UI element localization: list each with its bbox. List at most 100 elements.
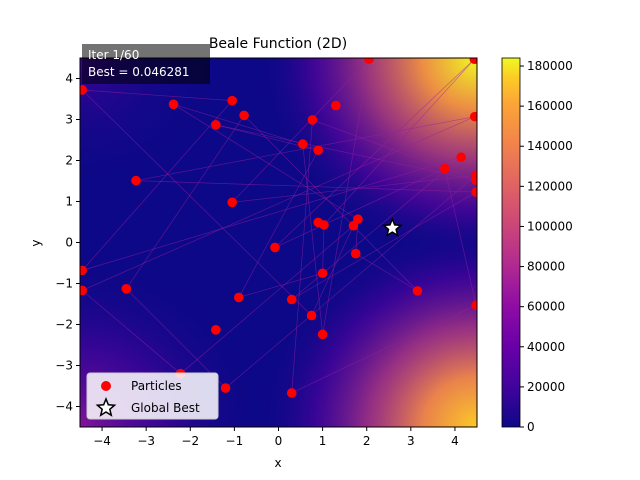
particle-point [313,145,324,156]
colorbar: 0 20000 40000 60000 80000 100000 120000 140000 1… [501,57,573,434]
colorbar-ticks: 0 20000 40000 60000 80000 100000 120000 140000 1… [520,59,573,434]
particle-trail-line [126,115,245,290]
particle-trail-line [225,174,477,389]
x-tick-label: 4 [451,434,459,448]
particle-trail-line [291,304,477,394]
particle-trail-line [274,168,445,248]
particle-point [297,139,308,149]
particle-trail-line [231,58,370,203]
particle-point [317,329,328,340]
legend-global-best-label: Global Best [131,401,200,415]
particle-point [227,95,237,106]
particle-point [131,175,141,186]
particle-trail-line [232,174,477,203]
particle-point [80,265,88,276]
particle-trail-line [81,290,181,374]
particle-point [211,325,221,335]
particle-point [227,197,237,208]
particle-point [471,175,477,185]
particle-trail-line [302,144,323,335]
colorbar-tick-label: 60000 [527,300,565,314]
particle-point [331,100,341,111]
particle-point [286,294,297,305]
particle-point [239,110,249,121]
iteration-text: Iter 1/60 [88,48,139,62]
y-tick-label: −2 [55,318,73,332]
y-tick-label: −4 [55,400,73,414]
y-tick-label: 0 [65,236,73,250]
y-tick-label: 4 [65,72,73,86]
particle-trail-line [82,89,233,101]
particle-point [350,248,361,259]
particle-point [121,284,132,294]
particle-point [317,268,328,279]
particle-point [471,300,477,311]
particle-point [471,187,477,197]
particle-point [307,115,318,125]
particle-trails [81,58,477,394]
particle-trail-line [243,115,418,292]
colorbar-tick-label: 180000 [527,59,573,73]
legend-particles-marker [101,381,111,391]
particle-point [211,120,221,130]
particle-trail-line [274,58,475,248]
colorbar-tick-label: 80000 [527,260,565,274]
particle-point [412,286,423,296]
particle-trail-line [311,225,354,316]
particle-trail-line [238,150,319,298]
particle-point [270,242,280,253]
particle-trail-line [82,116,475,291]
x-tick-label: 0 [275,434,283,448]
chart-title: Beale Function (2D) [209,36,347,52]
particle-point [469,111,477,122]
y-axis-label: y [29,239,43,246]
colorbar-tick-label: 120000 [527,179,573,193]
colorbar-tick-label: 40000 [527,340,565,354]
x-tick-label: 3 [407,434,415,448]
particle-trail-line [444,168,477,306]
legend-box [86,372,219,420]
particle-point [80,285,88,296]
info-box-background [82,44,210,84]
particle-point [220,383,231,393]
colorbar-tick-label: 140000 [527,139,573,153]
global-best-marker-group [381,217,403,238]
particle-trail-line [173,104,359,220]
y-axis-ticks: −4 −3 −2 −1 0 1 2 3 4 [55,72,80,414]
legend: Particles Global Best [86,372,219,420]
particle-point [168,99,179,110]
plot-area [80,58,477,427]
particle-trail-line [136,180,477,193]
x-tick-label: 2 [363,434,371,448]
colorbar-tick-label: 0 [527,420,535,434]
particle-point [306,310,317,321]
particle-point [80,85,88,95]
legend-global-best-star-icon [95,397,117,417]
particle-trail-line [322,224,325,274]
y-tick-label: 1 [65,195,73,209]
particle-point [353,214,363,224]
particle-trail-line [355,253,418,292]
particle-trail-line [82,156,462,271]
y-tick-label: −1 [55,277,73,291]
x-tick-label: −4 [93,434,111,448]
x-tick-label: −2 [181,434,199,448]
best-value-text: Best = 0.046281 [88,65,190,79]
y-tick-label: 2 [65,154,73,168]
particle-trail-line [180,225,354,374]
particle-trail-line [126,288,226,389]
colorbar-tick-label: 20000 [527,380,565,394]
particle-trail-line [291,119,313,393]
particle-points [80,58,477,398]
particle-point [439,163,450,174]
particle-point [456,152,466,163]
y-tick-label: −3 [55,359,73,373]
x-tick-label: −3 [137,434,155,448]
colorbar-tick-label: 160000 [527,99,573,113]
particle-trail-line [291,191,477,300]
particle-trail-line [81,89,312,316]
particle-point [319,220,329,230]
x-axis-label: x [274,456,281,470]
particle-point [469,58,477,65]
